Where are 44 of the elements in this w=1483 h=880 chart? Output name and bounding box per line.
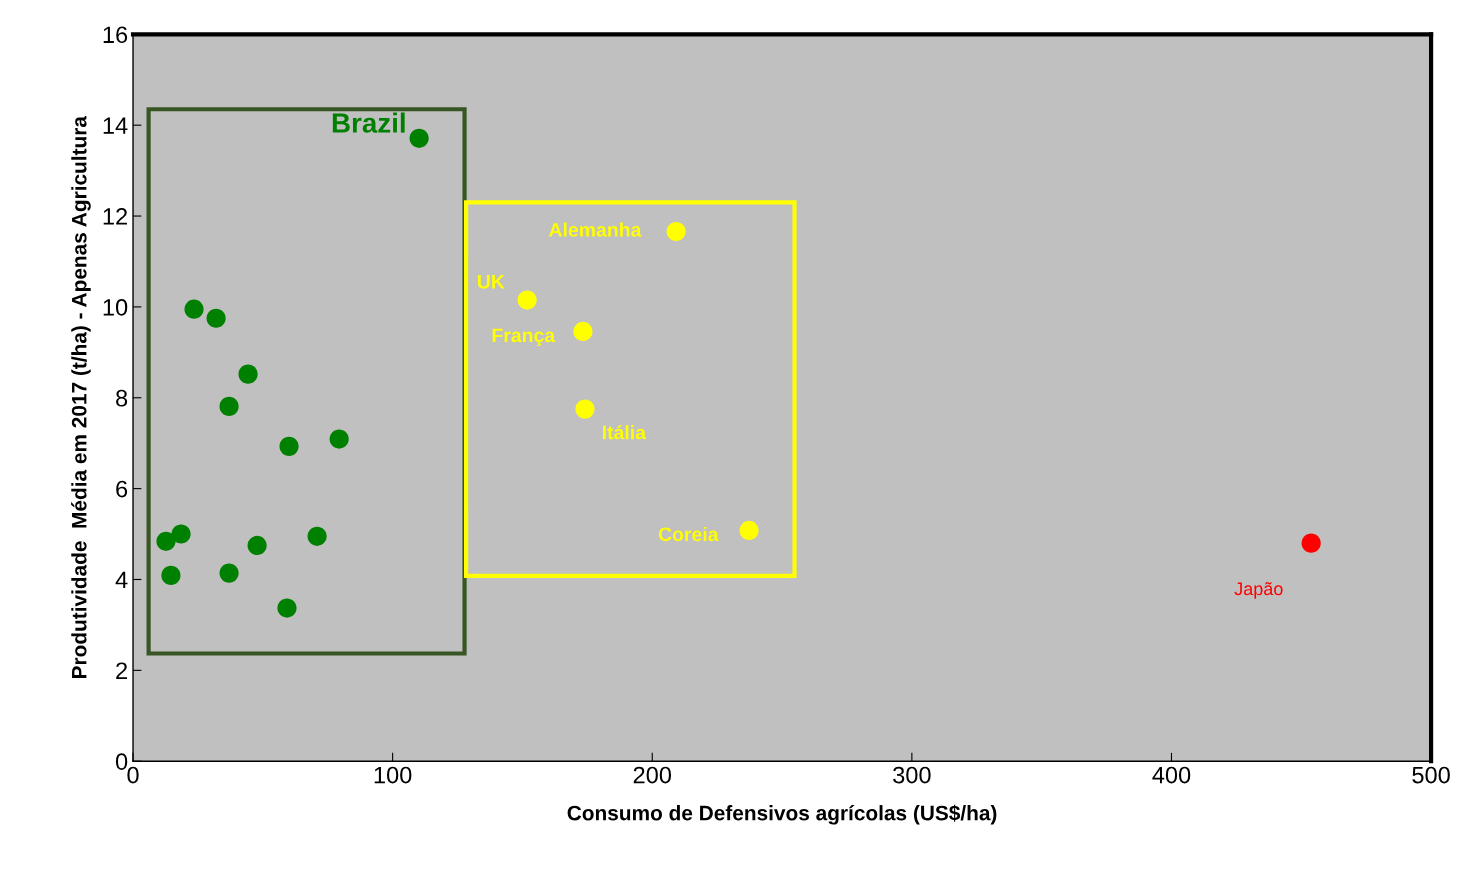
x-tick-label: 500: [1412, 766, 1450, 784]
point: [219, 563, 239, 583]
point: [156, 531, 176, 551]
point: [517, 290, 537, 310]
point: [666, 221, 686, 242]
y-tick-label: 0: [115, 753, 128, 770]
point: [171, 524, 191, 544]
y-tick-label: 14: [103, 117, 128, 134]
point: [739, 520, 759, 540]
point: [329, 429, 349, 449]
annotation: Itália: [602, 424, 647, 440]
x-tick-label: 400: [1152, 766, 1191, 784]
point: [575, 399, 595, 419]
point: [573, 321, 593, 341]
y-tick-label: 6: [116, 480, 128, 498]
y-axis-title: Produtividade Média em 2017 (t/ha) - Apenas Agricultura: [71, 115, 91, 679]
x-tick-label: 100: [374, 766, 412, 784]
point: [247, 535, 267, 555]
annotation: Coreia: [658, 526, 719, 542]
x-axis-title: Consumo de Defensivos agrícolas (US$/ha): [567, 804, 997, 825]
y-tick-label: 8: [116, 389, 128, 407]
y-tick-label: 12: [103, 208, 127, 225]
point: [238, 364, 258, 384]
y-tick-label: 10: [103, 298, 128, 316]
annotation: Japão: [1234, 582, 1283, 599]
point: [206, 308, 226, 328]
point: [184, 299, 204, 319]
x-tick-label: 0: [127, 766, 139, 784]
point: [277, 598, 297, 618]
point: [279, 436, 299, 456]
point: [409, 128, 429, 148]
point: [219, 396, 239, 416]
annotation: Brazil: [332, 112, 405, 133]
point: [161, 565, 181, 585]
x-tick-label: 200: [633, 766, 672, 784]
point: [307, 526, 327, 546]
annotation: França: [492, 328, 556, 347]
y-tick-label: 2: [116, 662, 127, 679]
annotation: UK: [477, 275, 505, 289]
annotation: Alemanha: [548, 222, 642, 237]
x-tick-label: 300: [893, 766, 931, 784]
y-tick-label: 16: [103, 26, 128, 44]
point: [1301, 533, 1321, 553]
y-tick-label: 4: [115, 571, 128, 589]
